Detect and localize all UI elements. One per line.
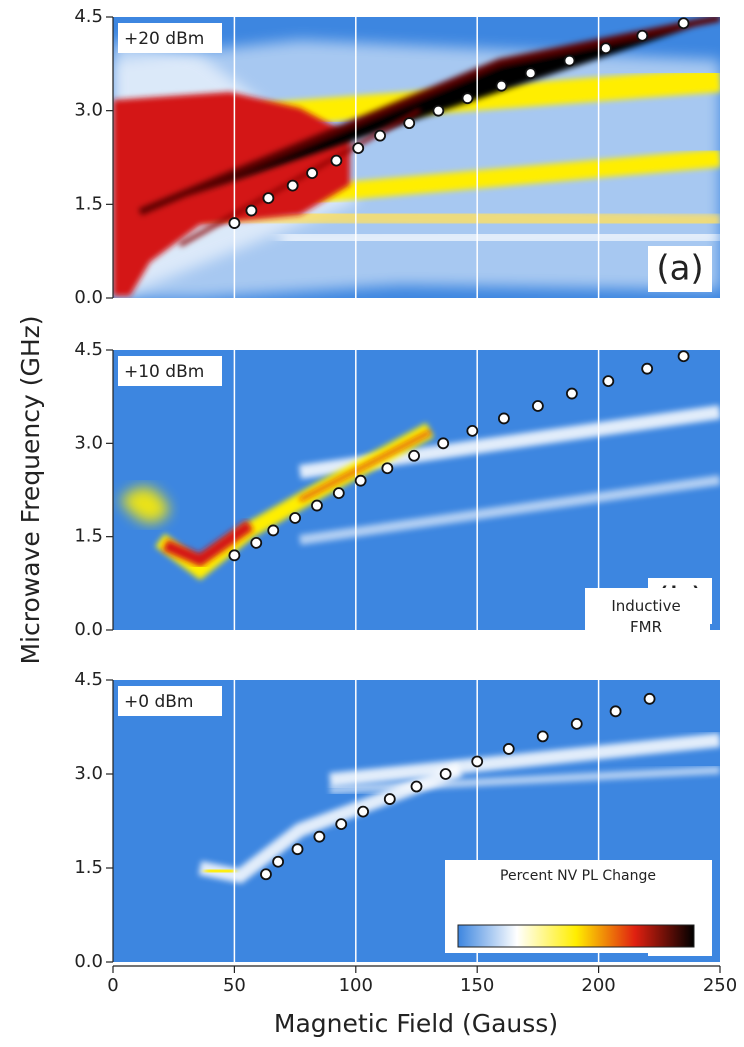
legend-label: Inductive FMR <box>611 597 681 636</box>
y-tick-label: 4.5 <box>74 6 103 27</box>
fmr-point <box>286 179 299 192</box>
x-tick-label: 50 <box>223 975 246 996</box>
fmr-point <box>641 362 654 375</box>
fmr-point <box>354 474 367 487</box>
x-tick-label: 100 <box>339 975 373 996</box>
fmr-point <box>532 400 544 412</box>
legend-box <box>585 588 710 643</box>
fmr-point <box>565 387 578 400</box>
power-label-box <box>118 23 222 53</box>
x-axis-label: Magnetic Field (Gauss) <box>274 1009 558 1038</box>
fmr-point <box>636 29 649 42</box>
fmr-point <box>498 412 510 425</box>
panel-label-box <box>648 246 712 292</box>
heatmap <box>113 17 720 298</box>
fmr-point <box>677 17 690 30</box>
x-tick-label: 0 <box>107 975 118 996</box>
fmr-point <box>410 780 423 793</box>
fmr-point <box>267 524 280 537</box>
x-tick-label: 200 <box>581 975 615 996</box>
panel-label: (a) <box>656 249 703 289</box>
colorbar-title: Percent NV PL Change <box>500 868 656 884</box>
fmr-point <box>250 536 263 549</box>
colorbar <box>457 924 695 948</box>
y-axis-label: Microwave Frequency (GHz) <box>16 315 45 664</box>
fmr-point <box>374 129 386 142</box>
x-tick-label: 250 <box>703 975 737 996</box>
y-tick-label: 1.5 <box>74 526 103 547</box>
power-label: +20 dBm <box>124 29 204 49</box>
power-label-box <box>118 686 222 716</box>
fmr-point <box>408 449 420 462</box>
fmr-point <box>432 104 445 117</box>
fmr-point <box>502 743 515 755</box>
fmr-point <box>495 79 508 92</box>
y-tick-label: 4.5 <box>74 339 103 360</box>
fmr-point <box>677 350 690 363</box>
y-tick-label: 1.5 <box>74 857 103 878</box>
fmr-point <box>313 830 326 843</box>
fmr-point <box>289 512 302 524</box>
heatmap <box>113 350 720 630</box>
fmr-point <box>352 142 365 155</box>
y-tick-label: 1.5 <box>74 193 103 214</box>
y-tick-label: 0.0 <box>74 287 103 308</box>
x-tick-label: 150 <box>460 975 494 996</box>
y-tick-label: 0.0 <box>74 619 103 640</box>
fmr-point <box>262 192 275 204</box>
fmr-point <box>228 549 241 562</box>
fmr-point <box>335 818 348 831</box>
fmr-point <box>291 843 304 856</box>
fmr-point <box>383 793 396 805</box>
fmr-point <box>330 154 343 167</box>
fmr-point <box>536 730 549 743</box>
fmr-point <box>599 42 612 55</box>
y-tick-label: 3.0 <box>74 763 103 784</box>
fmr-point <box>332 487 345 500</box>
fmr-point <box>306 167 318 180</box>
fmr-point <box>357 805 369 818</box>
y-tick-label: 3.0 <box>74 432 103 453</box>
fmr-point <box>471 755 484 768</box>
fmr-point <box>609 705 622 718</box>
power-label: +10 dBm <box>124 362 204 382</box>
y-tick-label: 4.5 <box>74 669 103 690</box>
fmr-point <box>403 117 416 130</box>
fmr-point <box>563 54 576 67</box>
fmr-point <box>311 499 323 512</box>
y-tick-label: 3.0 <box>74 100 103 121</box>
fmr-point <box>524 67 537 80</box>
fmr-point <box>461 92 474 105</box>
fmr-point <box>602 375 615 388</box>
fmr-point <box>228 217 241 229</box>
y-tick-label: 0.0 <box>74 951 103 972</box>
power-label: +0 dBm <box>124 692 193 712</box>
fmr-point <box>272 855 285 868</box>
fmr-point <box>466 424 479 437</box>
fmr-point <box>643 692 656 705</box>
power-label-box <box>118 356 222 386</box>
fmr-point <box>245 204 258 217</box>
fmr-point <box>437 437 450 450</box>
fmr-point <box>439 768 452 780</box>
fmr-point <box>570 717 583 730</box>
fmr-point <box>260 868 272 881</box>
fmr-point <box>381 462 394 475</box>
